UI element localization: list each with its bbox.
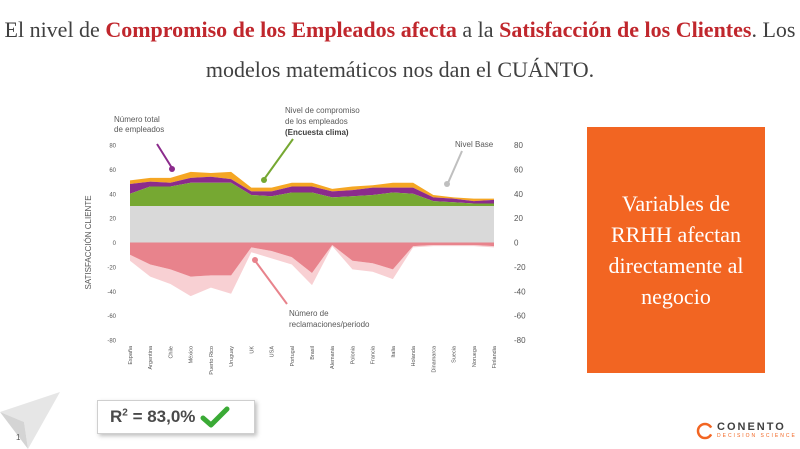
x-tick-label: Dinamarca	[431, 345, 437, 373]
conento-logo: CONENTO DECISION SCIENCE	[696, 422, 797, 440]
compromiso-area	[130, 182, 494, 206]
reclamaciones-area	[130, 242, 494, 277]
page-number: 1	[16, 433, 21, 442]
annotation-total-dot	[169, 166, 175, 172]
y-tick-left: 80	[109, 144, 116, 150]
y-tick-left: 0	[113, 241, 117, 247]
logo-tagline: DECISION SCIENCE	[717, 433, 797, 439]
x-tick-label: México	[189, 346, 195, 363]
title-text-1: El nivel de	[4, 17, 106, 42]
logo-name: CONENTO	[717, 421, 786, 433]
annotation-compromiso-line2: de los empleados	[285, 117, 348, 126]
x-tick-label: Puerto Rico	[209, 346, 215, 375]
y-tick-left: 40	[109, 192, 116, 198]
callout-box: Variables de RRHH afectan directamente a…	[587, 127, 765, 373]
x-tick-label: Portugal	[290, 346, 296, 367]
r2-badge: R2 = 83,0%	[97, 400, 255, 434]
title-highlight-satisfaccion: Satisfacción de los Clientes	[499, 17, 752, 42]
y-tick-right: -60	[514, 312, 526, 321]
annotation-reclamaciones-line2: reclamaciones/periodo	[289, 320, 370, 329]
annotation-compromiso-line3: (Encuesta clima)	[285, 128, 349, 137]
annotation-nivel-base: Nivel Base	[455, 140, 494, 149]
x-tick-label: Uruguay	[229, 346, 235, 367]
y-tick-left: 60	[109, 168, 116, 174]
y-tick-left: -40	[107, 290, 116, 296]
x-tick-label: Chile	[168, 346, 174, 359]
x-tick-label: Noruega	[472, 345, 478, 367]
annotation-compromiso-line1: Nivel de compromiso	[285, 106, 360, 115]
y-tick-left: -20	[107, 265, 116, 271]
nivel-base-area	[130, 205, 494, 243]
annotation-compromiso-dot	[261, 177, 267, 183]
y-tick-right: 40	[514, 190, 523, 199]
x-tick-label: Argentina	[148, 345, 154, 369]
x-tick-label: Italia	[391, 345, 397, 358]
annotation-reclamaciones-leader	[255, 261, 288, 305]
annotation-reclamaciones-line1: Número de	[289, 309, 329, 318]
r2-value: R2 = 83,0%	[110, 407, 196, 426]
annotation-nivel-base-leader	[447, 150, 463, 184]
y-tick-left: -80	[107, 339, 116, 345]
y-tick-right: 20	[514, 214, 523, 223]
x-tick-label: Alemania	[330, 345, 336, 369]
callout-text: Variables de RRHH afectan directamente a…	[608, 191, 744, 309]
x-tick-label: España	[128, 345, 134, 365]
annotation-compromiso-leader	[264, 138, 294, 179]
slide-title: El nivel de Compromiso de los Empleados …	[0, 10, 800, 90]
x-tick-label: Brasil	[310, 346, 316, 360]
x-tick-label: Holanda	[411, 345, 417, 366]
checkmark-icon	[200, 406, 230, 428]
y-tick-left: -60	[107, 314, 116, 320]
x-tick-label: Finlandia	[492, 345, 498, 368]
x-tick-label: Francia	[371, 345, 377, 364]
title-text-3: . Los modelos matemáticos nos dan el CUÁ…	[205, 17, 796, 82]
x-tick-label: Suecia	[452, 345, 458, 363]
x-tick-label: USA	[270, 346, 276, 358]
y-tick-left: 20	[109, 217, 116, 223]
annotation-nivel-base-dot	[444, 181, 450, 187]
x-tick-label: UK	[249, 346, 255, 354]
y-axis-label: SATISFACCIÓN CLIENTE	[84, 195, 93, 289]
brand-arrow-icon	[0, 392, 60, 449]
y-tick-right: 60	[514, 165, 523, 174]
conento-logo-icon	[696, 422, 714, 440]
annotation-total-line1: Número total	[114, 115, 160, 124]
y-tick-right: 80	[514, 141, 523, 150]
annotation-reclamaciones-dot	[252, 257, 258, 263]
y-tick-right: -80	[514, 336, 526, 345]
x-tick-label: Polonia	[350, 345, 356, 364]
y-tick-right: -20	[514, 263, 526, 272]
y-tick-right: 0	[514, 239, 519, 248]
total-empleados-area	[130, 176, 494, 204]
annotation-total-leader	[156, 143, 173, 169]
y-tick-right: -40	[514, 287, 526, 296]
title-highlight-compromiso: Compromiso de los Empleados afecta	[105, 17, 457, 42]
annotation-total-line2: de empleados	[114, 125, 164, 134]
title-text-2: a la	[456, 17, 500, 42]
